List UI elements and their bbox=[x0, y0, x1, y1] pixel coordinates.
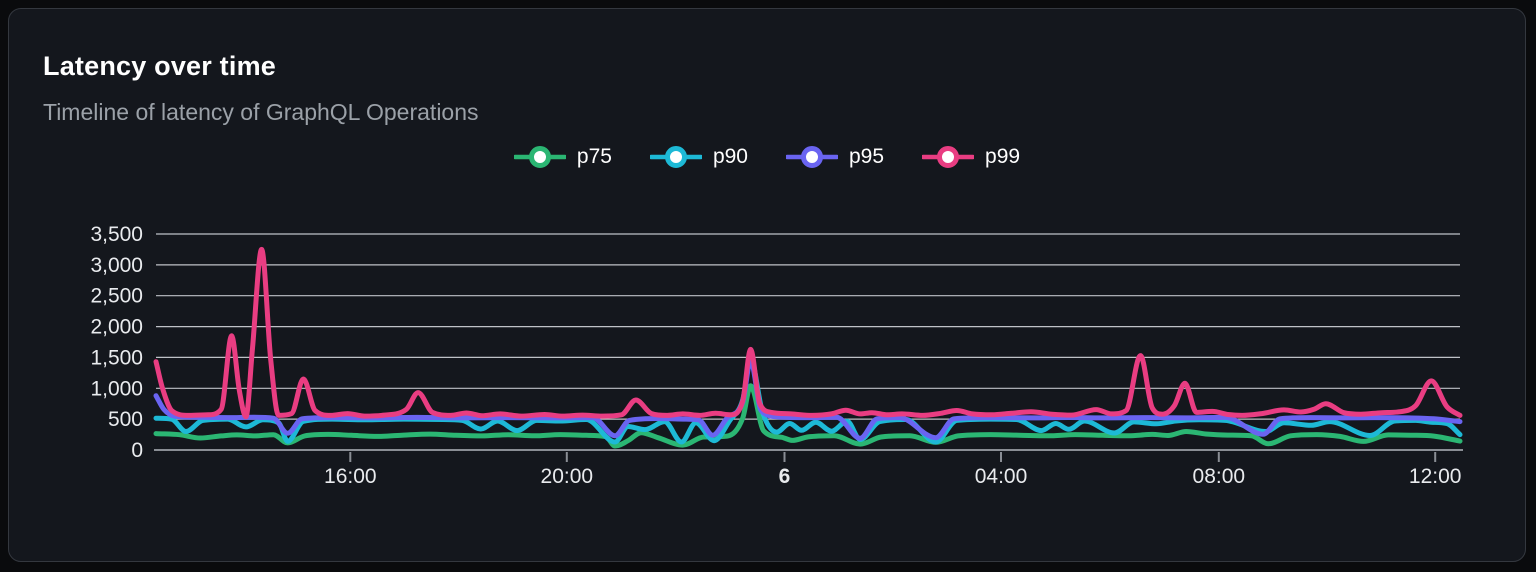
legend-label: p95 bbox=[849, 145, 885, 168]
p95-series-marker-icon bbox=[786, 146, 838, 168]
legend: p75 p90 p95 p99 bbox=[9, 142, 1525, 172]
x-tick-label: 08:00 bbox=[1193, 465, 1246, 488]
y-tick-label: 500 bbox=[108, 408, 143, 431]
panel-title: Latency over time bbox=[43, 51, 276, 81]
y-tick-label: 2,000 bbox=[90, 316, 143, 339]
x-tick-label: 04:00 bbox=[975, 465, 1028, 488]
x-tick-label: 20:00 bbox=[541, 465, 594, 488]
series-line-p90 bbox=[153, 356, 1463, 445]
y-tick-label: 1,500 bbox=[90, 346, 143, 369]
legend-item-p95[interactable]: p95 bbox=[786, 144, 884, 170]
legend-label: p99 bbox=[985, 145, 1021, 168]
series-line-p99 bbox=[153, 246, 1463, 420]
p90-series-marker-icon bbox=[649, 146, 702, 168]
legend-label: p90 bbox=[712, 145, 748, 168]
x-tick-label: 12:00 bbox=[1409, 465, 1462, 488]
series-line-p75 bbox=[153, 383, 1463, 449]
series-line-p95 bbox=[153, 358, 1463, 441]
p75-series-marker-icon bbox=[513, 146, 566, 168]
latency-panel: Latency over time Timeline of latency of… bbox=[8, 8, 1526, 562]
x-tick-label: 6 bbox=[779, 465, 791, 488]
chart-canvas: 0 500 1,000 1,500 2,000 2,500 3,000 3,500 16:00 2… bbox=[90, 223, 1463, 488]
legend-label: p75 bbox=[576, 145, 612, 168]
y-tick-label: 3,000 bbox=[90, 254, 143, 277]
y-tick-label: 2,500 bbox=[90, 285, 143, 308]
y-tick-label: 1,000 bbox=[90, 377, 143, 400]
legend-item-p75[interactable]: p75 bbox=[513, 144, 612, 170]
y-tick-label: 3,500 bbox=[90, 223, 143, 246]
legend-item-p99[interactable]: p99 bbox=[922, 144, 1020, 170]
legend-item-p90[interactable]: p90 bbox=[649, 144, 748, 170]
p99-series-marker-icon bbox=[922, 146, 975, 168]
x-tick-label: 16:00 bbox=[324, 465, 377, 488]
panel-subtitle: Timeline of latency of GraphQL Operation… bbox=[43, 99, 479, 125]
latency-chart[interactable]: 0 500 1,000 1,500 2,000 2,500 3,000 3,500 16:00 2… bbox=[9, 209, 1527, 509]
y-tick-label: 0 bbox=[131, 439, 143, 462]
